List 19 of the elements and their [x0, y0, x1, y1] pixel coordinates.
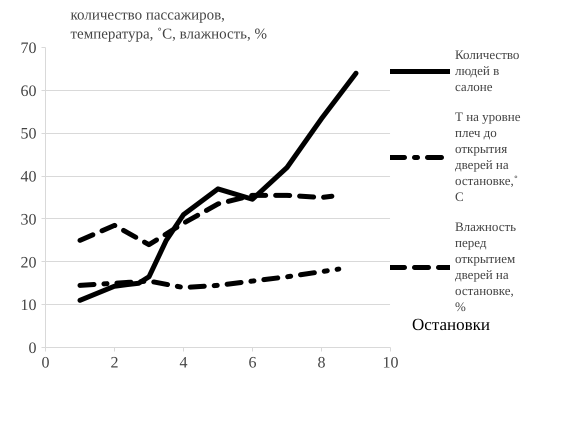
y-tick-label: 20 — [20, 254, 36, 272]
y-tick-label: 50 — [20, 126, 36, 143]
y-axis-title: количество пассажиров, температура, ˚С, влажность, % — [70, 7, 268, 42]
y-tick-label: 10 — [20, 297, 36, 314]
legend-label: Т на уровне плеч до открытия дверей на остановке,˚ С — [455, 109, 522, 205]
y-tick-label: 60 — [20, 82, 36, 100]
y-tick-label: 70 — [20, 40, 36, 57]
x-tick-label: 10 — [382, 354, 398, 372]
x-tick-label: 6 — [248, 354, 256, 372]
y-tick-label: 0 — [28, 340, 36, 357]
x-tick-label: 8 — [318, 354, 326, 372]
x-tick-label: 4 — [180, 354, 188, 372]
legend-label: Количество людей в салоне — [455, 47, 520, 95]
y-tick-label: 30 — [20, 211, 36, 228]
x-tick-label: 2 — [110, 354, 118, 372]
x-axis-title: Остановки — [412, 314, 490, 336]
x-tick-label: 0 — [42, 354, 50, 372]
y-tick-label: 40 — [20, 168, 36, 186]
legend-label: Влажность перед открытием дверей на остановке, % — [455, 219, 518, 315]
